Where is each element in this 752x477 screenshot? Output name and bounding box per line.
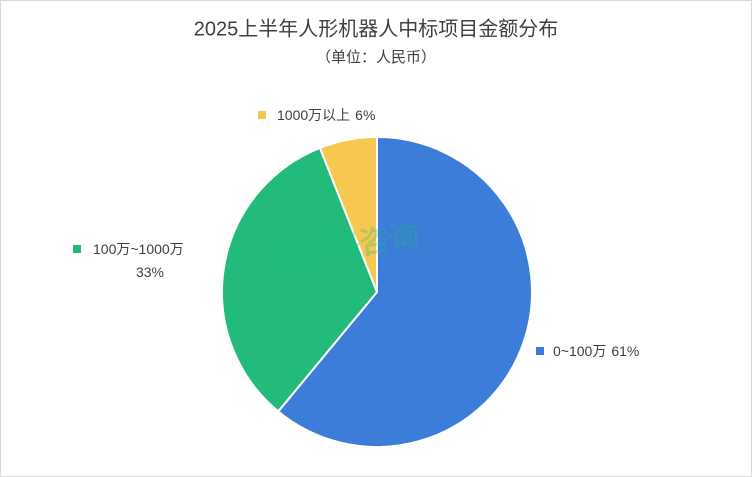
pie <box>221 135 533 448</box>
value-label: 6% <box>355 107 375 123</box>
legend-marker <box>536 347 544 355</box>
legend-marker <box>73 245 81 253</box>
chart-title: 2025上半年人形机器人中标项目金额分布 <box>194 17 559 40</box>
pie-slice <box>276 135 533 448</box>
data-label: 33% <box>136 264 164 280</box>
chart-subtitle: （单位：人民币） <box>316 49 436 66</box>
pie-slice <box>221 146 379 413</box>
data-label: 0~100万 61% <box>553 343 639 359</box>
category-label: 0~100万 <box>553 343 606 359</box>
value-label: 61% <box>611 343 639 359</box>
category-label: 100万~1000万 <box>93 241 184 257</box>
value-label: 33% <box>136 264 164 280</box>
legend-marker <box>258 111 266 119</box>
data-label: 100万~1000万 <box>93 241 184 257</box>
category-label: 1000万以上 <box>277 107 350 123</box>
data-label: 1000万以上 6% <box>277 107 375 123</box>
pie-slice <box>318 135 378 293</box>
